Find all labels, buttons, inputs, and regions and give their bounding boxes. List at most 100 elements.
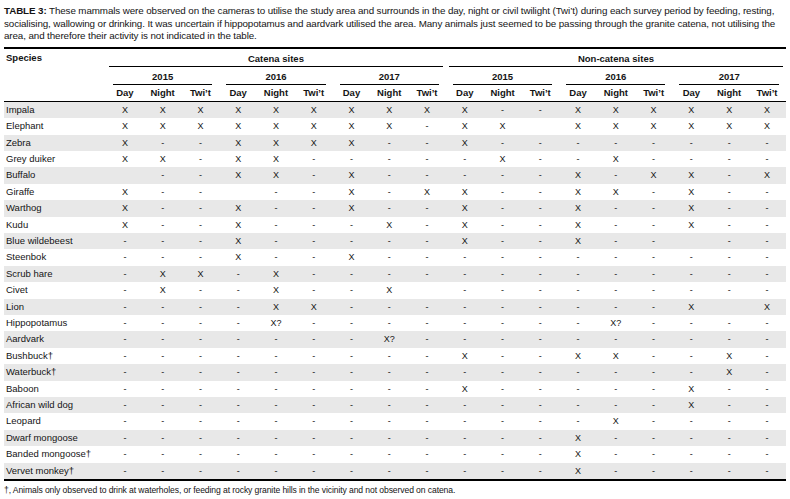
value-cell: - xyxy=(182,381,220,397)
value-cell: - xyxy=(559,282,597,298)
value-cell: X xyxy=(672,299,710,315)
value-cell: X xyxy=(370,217,408,233)
value-cell: - xyxy=(295,233,333,249)
value-cell: - xyxy=(408,266,446,282)
value-cell: - xyxy=(597,167,635,183)
value-cell: - xyxy=(219,282,257,298)
period-header: Twi’t xyxy=(748,85,786,101)
value-cell: - xyxy=(748,463,786,480)
value-cell: - xyxy=(635,200,673,216)
value-cell: - xyxy=(106,331,144,347)
value-cell: - xyxy=(219,397,257,413)
value-cell: - xyxy=(484,167,522,183)
value-cell: X xyxy=(219,118,257,134)
value-cell: - xyxy=(257,364,295,380)
value-cell: - xyxy=(333,348,371,364)
value-cell: - xyxy=(710,381,748,397)
value-cell: - xyxy=(597,135,635,151)
value-cell: X? xyxy=(257,315,295,331)
period-header: Day xyxy=(559,85,597,101)
species-cell: Aardvark xyxy=(4,331,106,347)
value-cell: - xyxy=(484,381,522,397)
value-cell: - xyxy=(219,463,257,480)
value-cell xyxy=(521,118,559,134)
value-cell: - xyxy=(710,167,748,183)
value-cell: - xyxy=(521,348,559,364)
value-cell: X xyxy=(559,167,597,183)
value-cell: - xyxy=(521,167,559,183)
year-header: 2016 xyxy=(219,67,332,85)
table-footnote: †, Animals only observed to drink at wat… xyxy=(4,485,786,495)
value-cell: X xyxy=(144,118,182,134)
value-cell: X xyxy=(672,381,710,397)
value-cell: - xyxy=(257,463,295,480)
value-cell: X xyxy=(672,184,710,200)
value-cell: - xyxy=(559,315,597,331)
value-cell: - xyxy=(106,299,144,315)
value-cell: - xyxy=(257,249,295,265)
table-row: Grey duikerXX-XX-----X--X---- xyxy=(4,151,786,167)
value-cell: X xyxy=(333,184,371,200)
table-row: Waterbuck†----------------X- xyxy=(4,364,786,380)
value-cell: X xyxy=(597,348,635,364)
value-cell: - xyxy=(446,430,484,446)
value-cell: X xyxy=(144,101,182,118)
value-cell: - xyxy=(144,331,182,347)
value-cell: - xyxy=(597,381,635,397)
period-header: Day xyxy=(106,85,144,101)
value-cell: X xyxy=(257,101,295,118)
value-cell: - xyxy=(521,200,559,216)
value-cell: - xyxy=(257,184,295,200)
value-cell: - xyxy=(521,413,559,429)
table-caption: TABLE 3: These mammals were observed on … xyxy=(4,5,786,43)
value-cell: - xyxy=(333,397,371,413)
value-cell: - xyxy=(408,135,446,151)
value-cell: - xyxy=(295,217,333,233)
species-cell: African wild dog xyxy=(4,397,106,413)
value-cell: - xyxy=(219,266,257,282)
value-cell: - xyxy=(748,413,786,429)
value-cell: X xyxy=(748,118,786,134)
value-cell: - xyxy=(521,151,559,167)
value-cell: - xyxy=(370,151,408,167)
value-cell: - xyxy=(257,446,295,462)
value-cell xyxy=(672,233,710,249)
value-cell: - xyxy=(635,381,673,397)
value-cell: X xyxy=(295,118,333,134)
value-cell: - xyxy=(370,381,408,397)
value-cell: - xyxy=(333,413,371,429)
period-header: Night xyxy=(597,85,635,101)
species-cell: Baboon xyxy=(4,381,106,397)
value-cell: - xyxy=(748,381,786,397)
value-cell: - xyxy=(106,348,144,364)
value-cell: - xyxy=(635,184,673,200)
value-cell: - xyxy=(295,348,333,364)
value-cell: X xyxy=(672,167,710,183)
table-row: WarthogX--X--X--X--X--X-- xyxy=(4,200,786,216)
value-cell: - xyxy=(635,249,673,265)
group-header-catena: Catena sites xyxy=(106,48,446,67)
value-cell: - xyxy=(710,200,748,216)
value-cell: - xyxy=(521,364,559,380)
value-cell: - xyxy=(710,397,748,413)
table-row: Banded mongoose†------------X----- xyxy=(4,446,786,462)
value-cell: - xyxy=(257,348,295,364)
value-cell: - xyxy=(144,233,182,249)
species-column-header: Species xyxy=(4,48,106,101)
value-cell: - xyxy=(333,430,371,446)
value-cell: X xyxy=(219,217,257,233)
value-cell: - xyxy=(521,282,559,298)
value-cell: - xyxy=(635,413,673,429)
value-cell: - xyxy=(144,446,182,462)
value-cell: - xyxy=(672,463,710,480)
value-cell: - xyxy=(748,397,786,413)
value-cell: - xyxy=(446,364,484,380)
value-cell: - xyxy=(748,331,786,347)
period-header: Day xyxy=(333,85,371,101)
value-cell: - xyxy=(408,413,446,429)
value-cell: X xyxy=(144,266,182,282)
value-cell: - xyxy=(333,299,371,315)
value-cell: - xyxy=(257,413,295,429)
value-cell: X xyxy=(635,101,673,118)
value-cell: - xyxy=(219,348,257,364)
